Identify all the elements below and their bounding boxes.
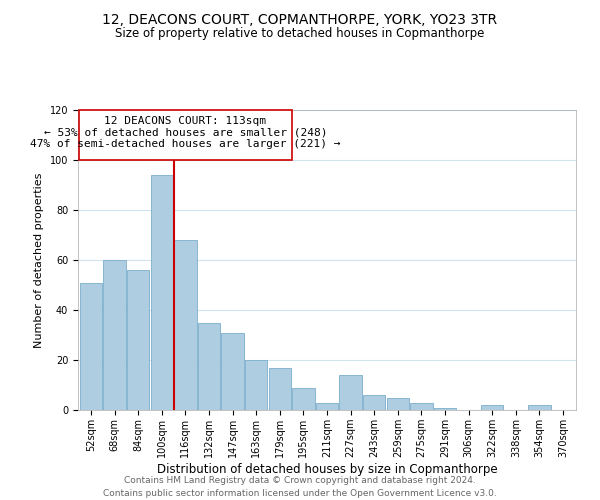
Bar: [340, 375, 362, 410]
Bar: [151, 175, 173, 410]
Y-axis label: Number of detached properties: Number of detached properties: [34, 172, 44, 348]
Bar: [434, 408, 456, 410]
Bar: [292, 388, 314, 410]
Bar: [245, 360, 268, 410]
Bar: [528, 405, 551, 410]
Text: Size of property relative to detached houses in Copmanthorpe: Size of property relative to detached ho…: [115, 28, 485, 40]
Bar: [386, 398, 409, 410]
Text: ← 53% of detached houses are smaller (248): ← 53% of detached houses are smaller (24…: [44, 128, 327, 138]
X-axis label: Distribution of detached houses by size in Copmanthorpe: Distribution of detached houses by size …: [157, 462, 497, 475]
Bar: [80, 282, 102, 410]
Text: 12 DEACONS COURT: 113sqm: 12 DEACONS COURT: 113sqm: [104, 116, 266, 126]
Bar: [103, 260, 126, 410]
Bar: [481, 405, 503, 410]
Bar: [316, 402, 338, 410]
FancyBboxPatch shape: [79, 110, 292, 160]
Bar: [127, 270, 149, 410]
Bar: [410, 402, 433, 410]
Bar: [174, 240, 197, 410]
Text: Contains HM Land Registry data © Crown copyright and database right 2024.
Contai: Contains HM Land Registry data © Crown c…: [103, 476, 497, 498]
Bar: [198, 322, 220, 410]
Text: 12, DEACONS COURT, COPMANTHORPE, YORK, YO23 3TR: 12, DEACONS COURT, COPMANTHORPE, YORK, Y…: [103, 12, 497, 26]
Text: 47% of semi-detached houses are larger (221) →: 47% of semi-detached houses are larger (…: [30, 138, 341, 149]
Bar: [363, 395, 385, 410]
Bar: [269, 368, 291, 410]
Bar: [221, 332, 244, 410]
